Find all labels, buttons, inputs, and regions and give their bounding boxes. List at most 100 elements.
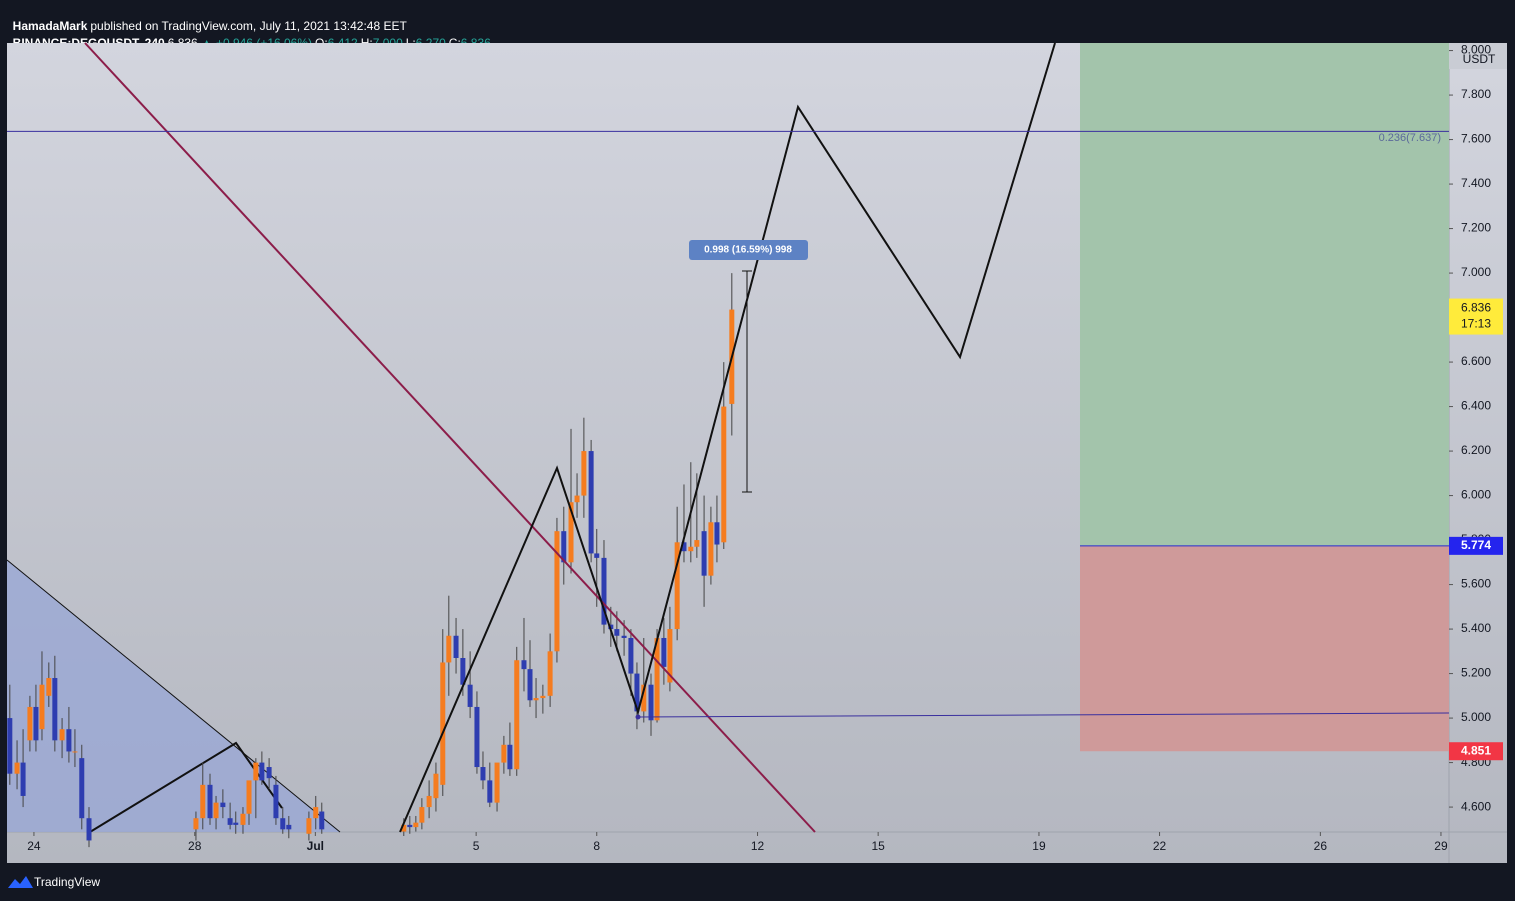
candle-body <box>608 624 614 630</box>
drawn-trendline <box>6 559 341 833</box>
candle-body <box>227 818 233 825</box>
x-tick-label: 24 <box>27 839 41 853</box>
candle-body <box>14 762 20 774</box>
candle-body <box>426 795 432 808</box>
candle-body <box>273 784 279 819</box>
x-tick-label: 5 <box>473 839 480 853</box>
candle-body <box>667 629 673 683</box>
candle-body <box>433 773 439 799</box>
y-tick-label: 7.400 <box>1461 176 1491 190</box>
x-tick-label: 26 <box>1314 839 1328 853</box>
entry-tag-bg <box>1449 536 1503 555</box>
candle-body <box>59 729 65 741</box>
position-tool <box>1080 43 1449 752</box>
candle-body <box>554 531 560 652</box>
countdown: 17:13 <box>1461 317 1491 331</box>
candle-body <box>674 542 680 630</box>
axis-unit: USDT <box>1463 52 1496 66</box>
candle-body <box>621 635 627 638</box>
x-tick-label: Jul <box>307 839 324 853</box>
candle-body <box>253 762 259 781</box>
candle-body <box>33 706 39 741</box>
y-tick-label: 7.600 <box>1461 132 1491 146</box>
candle-body <box>446 635 452 663</box>
candle-body <box>266 767 272 779</box>
candle-body <box>86 818 92 841</box>
y-tick-label: 5.600 <box>1461 577 1491 591</box>
y-tick-label: 6.200 <box>1461 443 1491 457</box>
candle-body <box>20 762 26 796</box>
candle-body <box>72 751 78 753</box>
candle-body <box>708 522 714 576</box>
candle-body <box>634 673 640 712</box>
candle-body <box>514 660 520 770</box>
candle-body <box>521 660 527 670</box>
candle-body <box>200 784 206 819</box>
y-tick-label: 6.400 <box>1461 399 1491 413</box>
candle-body <box>233 822 239 825</box>
y-tick-label: 6.000 <box>1461 488 1491 502</box>
candle-body <box>507 744 513 770</box>
candle-body <box>540 695 546 699</box>
candle-body <box>319 811 325 830</box>
y-tick-label: 8.000 <box>1461 43 1491 57</box>
candle-body <box>628 637 634 674</box>
measure-label-box <box>689 240 808 260</box>
candle-body <box>547 651 553 696</box>
candle-body <box>401 824 407 832</box>
candle-body <box>207 784 213 819</box>
candle-body <box>574 495 580 503</box>
candle-body <box>46 678 52 696</box>
candle-body <box>246 780 252 814</box>
anchor <box>635 714 641 720</box>
candle-body <box>527 669 533 701</box>
published: published on TradingView.com, July 11, 2… <box>90 19 407 33</box>
candle-body <box>313 807 319 819</box>
candle-body <box>7 718 13 774</box>
candle-body <box>694 540 700 547</box>
candle-body <box>220 802 226 808</box>
publisher: HamadaMark <box>12 19 88 33</box>
candle-body <box>701 531 707 576</box>
loss-zone <box>1080 545 1449 752</box>
candle-body <box>27 706 33 741</box>
y-tick-label: 7.200 <box>1461 221 1491 235</box>
y-tick-label: 7.000 <box>1461 265 1491 279</box>
candle-body <box>594 553 600 558</box>
drawn-zigzag <box>89 741 283 833</box>
candle-body <box>240 813 246 825</box>
candle-body <box>413 822 419 828</box>
candle-body <box>467 684 473 707</box>
candle-body <box>193 818 199 830</box>
candle-body <box>681 542 687 552</box>
profit-zone <box>1080 43 1449 546</box>
candle-body <box>474 706 480 768</box>
candle-body <box>641 684 647 712</box>
fib-label: 0.236(7.637) <box>1379 132 1441 144</box>
y-tick-label: 5.000 <box>1461 710 1491 724</box>
candle-body <box>654 637 660 721</box>
candle-body <box>721 406 727 543</box>
x-tick-label: 19 <box>1032 839 1046 853</box>
candle-body <box>259 762 265 781</box>
candle-body <box>714 522 720 545</box>
y-tick-label: 5.200 <box>1461 666 1491 680</box>
candle-body <box>66 729 72 752</box>
candle-body <box>601 557 607 625</box>
candle-body <box>581 451 587 496</box>
drawn-support <box>637 712 1450 718</box>
candle-body <box>588 451 594 554</box>
candle-body <box>419 807 425 823</box>
candle-body <box>460 658 466 685</box>
candle-body <box>440 662 446 785</box>
candle-body <box>286 824 292 830</box>
candle-body <box>280 818 286 830</box>
footer-text: TradingView <box>34 875 100 889</box>
candle-body <box>561 531 567 563</box>
candle-body <box>407 824 413 828</box>
footer-bg <box>0 863 1515 901</box>
candle-body <box>568 502 574 563</box>
candle-body <box>688 546 694 552</box>
